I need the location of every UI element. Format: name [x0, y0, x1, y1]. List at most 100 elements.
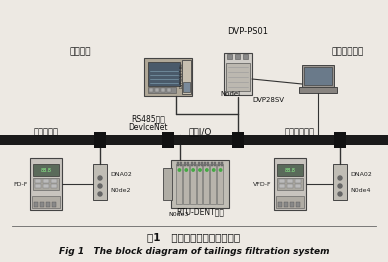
Text: N0de2: N0de2 [110, 188, 130, 193]
Bar [180, 162, 182, 166]
Bar [46, 202, 50, 207]
Circle shape [192, 169, 194, 171]
Bar [296, 202, 300, 207]
Circle shape [178, 169, 181, 171]
Bar [218, 162, 220, 166]
Bar [290, 202, 294, 207]
Text: 88.8: 88.8 [284, 167, 295, 172]
Bar [204, 162, 206, 166]
Bar [40, 202, 44, 207]
Circle shape [98, 184, 102, 188]
Circle shape [338, 192, 342, 196]
Bar [190, 164, 196, 204]
Bar [161, 88, 165, 92]
Bar [149, 88, 153, 92]
Text: 远程I/O: 远程I/O [188, 128, 212, 137]
Bar [287, 184, 293, 188]
Bar [191, 162, 193, 166]
Bar [210, 164, 216, 204]
Bar [52, 202, 56, 207]
Bar [163, 168, 172, 200]
Text: RTU-DENT模块: RTU-DENT模块 [176, 208, 224, 216]
Bar [211, 162, 213, 166]
Circle shape [98, 192, 102, 196]
Bar [183, 164, 189, 204]
Text: DNA02: DNA02 [350, 172, 372, 177]
Text: 人机界面: 人机界面 [69, 47, 91, 57]
Bar [194, 162, 196, 166]
Bar [284, 202, 288, 207]
Bar [197, 162, 199, 166]
Text: Nodel: Nodel [220, 91, 240, 97]
Bar [94, 132, 106, 148]
Bar [217, 164, 223, 204]
Text: N0de4: N0de4 [350, 188, 371, 193]
Bar [43, 179, 49, 183]
Bar [0, 135, 388, 145]
Bar [171, 160, 229, 208]
Bar [278, 202, 282, 207]
Bar [203, 164, 209, 204]
Bar [333, 164, 347, 200]
Bar [35, 184, 41, 188]
Bar [295, 179, 301, 183]
Bar [227, 54, 232, 59]
Circle shape [338, 184, 342, 188]
Bar [279, 184, 285, 188]
Bar [33, 164, 59, 176]
Bar [51, 184, 57, 188]
Bar [32, 196, 60, 208]
Bar [177, 162, 179, 166]
Bar [201, 162, 203, 166]
Bar [43, 184, 49, 188]
Bar [276, 196, 304, 208]
Text: 挤压水泵变频: 挤压水泵变频 [285, 128, 315, 137]
Text: Fig 1   The block diagram of tailings filtration system: Fig 1 The block diagram of tailings filt… [59, 247, 329, 255]
Text: DVPDNET-8L: DVPDNET-8L [180, 62, 184, 88]
Text: DevIceNet: DevIceNet [128, 123, 168, 132]
Bar [155, 88, 159, 92]
Bar [304, 67, 332, 85]
Circle shape [219, 169, 222, 171]
Circle shape [185, 169, 187, 171]
Text: N0de3: N0de3 [168, 211, 189, 216]
Circle shape [98, 176, 102, 180]
Text: 网络配置工具: 网络配置工具 [332, 47, 364, 57]
Bar [243, 54, 248, 59]
Bar [34, 202, 38, 207]
Bar [279, 179, 285, 183]
Bar [274, 158, 306, 210]
Bar [302, 65, 334, 87]
Bar [214, 162, 216, 166]
Bar [221, 162, 223, 166]
Text: RS485通信: RS485通信 [131, 114, 165, 123]
Bar [51, 179, 57, 183]
Circle shape [338, 176, 342, 180]
Text: 88.8: 88.8 [41, 167, 52, 172]
Bar [235, 54, 240, 59]
Bar [148, 87, 176, 93]
Bar [334, 132, 346, 148]
Bar [287, 179, 293, 183]
Bar [295, 184, 301, 188]
Bar [187, 162, 189, 166]
Bar [277, 164, 303, 176]
Bar [232, 132, 244, 148]
Bar [208, 162, 210, 166]
Text: VFD-F: VFD-F [253, 182, 272, 187]
Bar [184, 162, 186, 166]
Bar [277, 178, 303, 190]
Circle shape [213, 169, 215, 171]
Bar [299, 87, 337, 93]
Bar [182, 60, 191, 94]
Bar [33, 178, 59, 190]
Text: DVP28SV: DVP28SV [252, 97, 284, 103]
Bar [144, 58, 192, 96]
Bar [226, 63, 250, 91]
Bar [183, 82, 190, 92]
Text: DVP-PS01: DVP-PS01 [227, 28, 268, 36]
Bar [35, 179, 41, 183]
Text: 图1   尾矿过滤系统的结构框图: 图1 尾矿过滤系统的结构框图 [147, 232, 241, 242]
Bar [197, 164, 203, 204]
Bar [148, 62, 180, 86]
